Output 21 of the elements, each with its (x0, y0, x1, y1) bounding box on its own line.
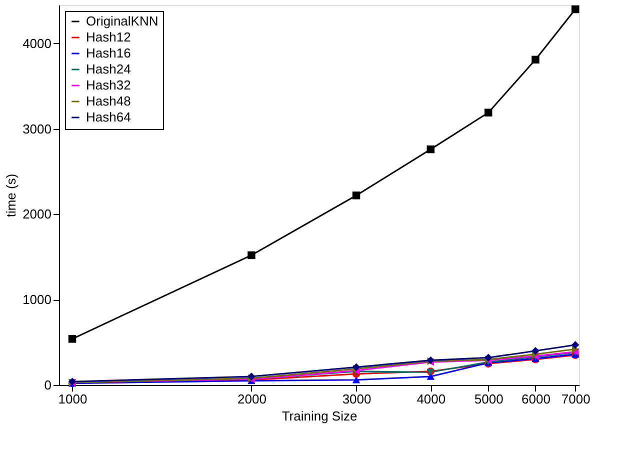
x-tick-label: 5000 (474, 392, 504, 406)
legend-label: Hash24 (86, 62, 131, 76)
legend-label: Hash48 (86, 94, 131, 108)
x-tick-label: 1000 (58, 392, 88, 406)
legend-label: Hash16 (86, 46, 131, 60)
x-tick-label: 6000 (522, 392, 550, 406)
legend-label: Hash64 (86, 110, 131, 124)
legend-label: Hash12 (86, 30, 131, 44)
legend-label: OriginalKNN (86, 14, 158, 28)
y-tick-label: 0 (44, 378, 52, 392)
y-tick-label: 3000 (22, 121, 52, 136)
x-tick-label: 3000 (342, 392, 372, 406)
legend-label: Hash32 (86, 78, 131, 92)
y-tick-label: 1000 (22, 292, 52, 308)
x-tick-label: 7000 (561, 392, 590, 406)
x-tick-label: 2000 (238, 392, 266, 406)
x-tick-label: 4000 (416, 392, 446, 406)
y-tick-label: 4000 (22, 36, 52, 51)
x-axis-title: Training Size (282, 408, 358, 424)
y-axis-title: time (s) (4, 174, 19, 218)
y-tick-label: 2000 (22, 206, 52, 222)
